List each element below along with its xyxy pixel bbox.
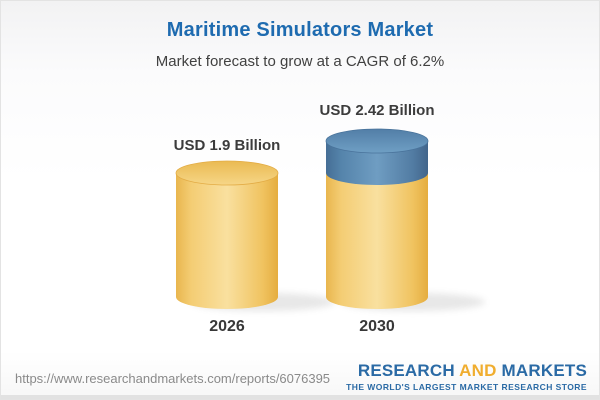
source-url-link[interactable]: https://www.researchandmarkets.com/repor… (15, 371, 331, 386)
logo-word-and: AND (459, 361, 497, 380)
page-subtitle: Market forecast to grow at a CAGR of 6.2… (155, 53, 445, 70)
research-and-markets-logo: RESEARCH AND MARKETS THE WORLD'S LARGEST… (346, 362, 587, 392)
logo-tagline: THE WORLD'S LARGEST MARKET RESEARCH STOR… (346, 382, 587, 392)
cylinder-2030 (325, 128, 429, 309)
value-label-2030: USD 2.42 Billion (319, 102, 435, 119)
logo-wordmark: RESEARCH AND MARKETS (346, 362, 587, 379)
page-title: Maritime Simulators Market (166, 19, 434, 41)
logo-word-markets: MARKETS (501, 361, 587, 380)
value-label-2026: USD 1.9 Billion (173, 137, 281, 154)
cylinder-2026 (175, 160, 279, 309)
logo-word-research: RESEARCH (357, 361, 455, 380)
category-label-2026: 2026 (209, 318, 245, 335)
category-label-2030: 2030 (359, 318, 395, 335)
growth-segment (326, 141, 428, 185)
